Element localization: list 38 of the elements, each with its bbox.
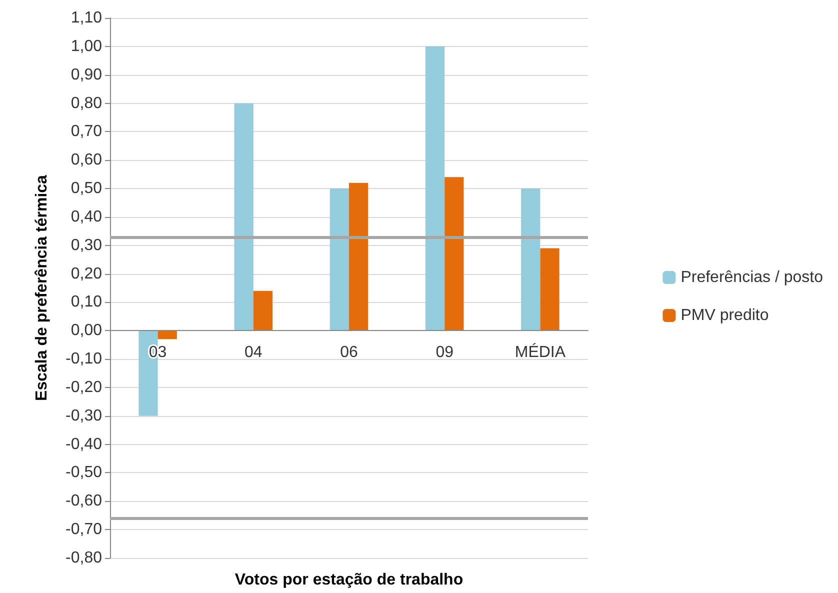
y-tick-label: -0,60 xyxy=(66,492,102,510)
legend-label: Preferências / posto xyxy=(680,269,824,286)
y-tick-label: 0,10 xyxy=(70,294,102,311)
x-tick-label: 04 xyxy=(244,344,262,362)
legend-label: PMV predito xyxy=(680,307,769,324)
y-axis-title: Escala de preferência térmica xyxy=(34,174,50,401)
bar xyxy=(253,290,273,331)
y-tick-label: 0,70 xyxy=(70,123,102,140)
bar xyxy=(349,182,368,331)
bar xyxy=(425,46,445,331)
y-tick-label: 0,20 xyxy=(70,265,102,282)
bar xyxy=(158,330,177,340)
bar xyxy=(540,248,560,331)
x-tick-label: 03 xyxy=(148,344,167,362)
y-tick-label: -0,50 xyxy=(66,464,102,482)
bar xyxy=(330,188,349,331)
y-tick-label: -0,70 xyxy=(66,521,102,538)
y-tick-label: 0,60 xyxy=(70,152,102,169)
y-tick-label: -0,30 xyxy=(66,407,102,424)
y-tick-label: -0,40 xyxy=(66,436,102,453)
y-tick-label: 0,80 xyxy=(70,94,102,112)
x-axis-title: Votos por estação de trabalho xyxy=(234,572,464,588)
y-tick-label: 0,00 xyxy=(70,322,102,340)
y-tick-label: -0,20 xyxy=(66,378,102,396)
y-tick-label: -0,10 xyxy=(66,350,102,368)
y-tick-label: -0,80 xyxy=(66,550,102,566)
bar xyxy=(444,177,464,331)
y-tick-label: 0,50 xyxy=(70,180,102,198)
bar xyxy=(234,103,254,331)
y-tick-label: 1,00 xyxy=(70,38,102,55)
y-tick-label: 0,90 xyxy=(70,66,102,84)
x-tick-label: MÉDIA xyxy=(514,343,566,362)
y-tick-label: 0,40 xyxy=(70,208,102,226)
y-tick-label: 0,30 xyxy=(70,236,102,254)
bar xyxy=(521,188,540,331)
x-tick-label: 06 xyxy=(340,344,358,362)
y-tick-label: 1,10 xyxy=(70,10,102,26)
x-tick-label: 09 xyxy=(436,344,454,362)
